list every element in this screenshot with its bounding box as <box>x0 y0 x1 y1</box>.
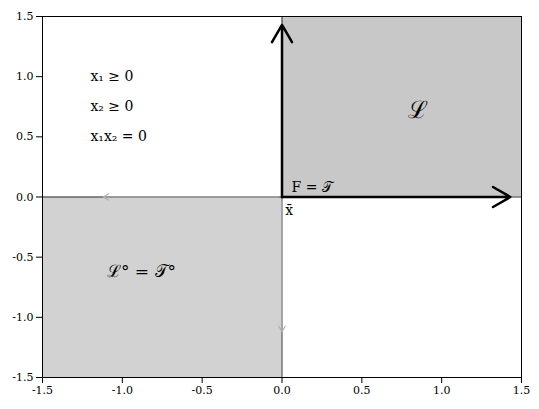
svg-text:0.5: 0.5 <box>16 130 34 143</box>
svg-text:ℒ: ℒ <box>408 96 428 124</box>
svg-text:0.0: 0.0 <box>16 191 34 204</box>
svg-text:x₁x₂ = 0: x₁x₂ = 0 <box>90 128 147 144</box>
svg-text:-0.5: -0.5 <box>192 384 213 397</box>
svg-text:1.5: 1.5 <box>16 10 34 23</box>
svg-text:1.5: 1.5 <box>513 384 531 397</box>
svg-text:ℒ° = 𝒯°: ℒ° = 𝒯° <box>107 261 176 281</box>
svg-text:1.0: 1.0 <box>433 384 451 397</box>
svg-text:-1.5: -1.5 <box>12 371 33 384</box>
svg-text:x̄: x̄ <box>285 202 293 218</box>
svg-text:-1.5: -1.5 <box>32 384 53 397</box>
svg-text:x₁ ≥ 0: x₁ ≥ 0 <box>90 68 133 84</box>
svg-text:1.0: 1.0 <box>16 70 34 83</box>
svg-text:0.0: 0.0 <box>273 384 291 397</box>
svg-text:-1.0: -1.0 <box>12 311 33 324</box>
svg-text:-0.5: -0.5 <box>12 251 33 264</box>
svg-text:-1.0: -1.0 <box>112 384 133 397</box>
svg-text:F = 𝒯: F = 𝒯 <box>292 179 335 195</box>
svg-text:x₂ ≥ 0: x₂ ≥ 0 <box>90 98 133 114</box>
svg-text:0.5: 0.5 <box>353 384 371 397</box>
